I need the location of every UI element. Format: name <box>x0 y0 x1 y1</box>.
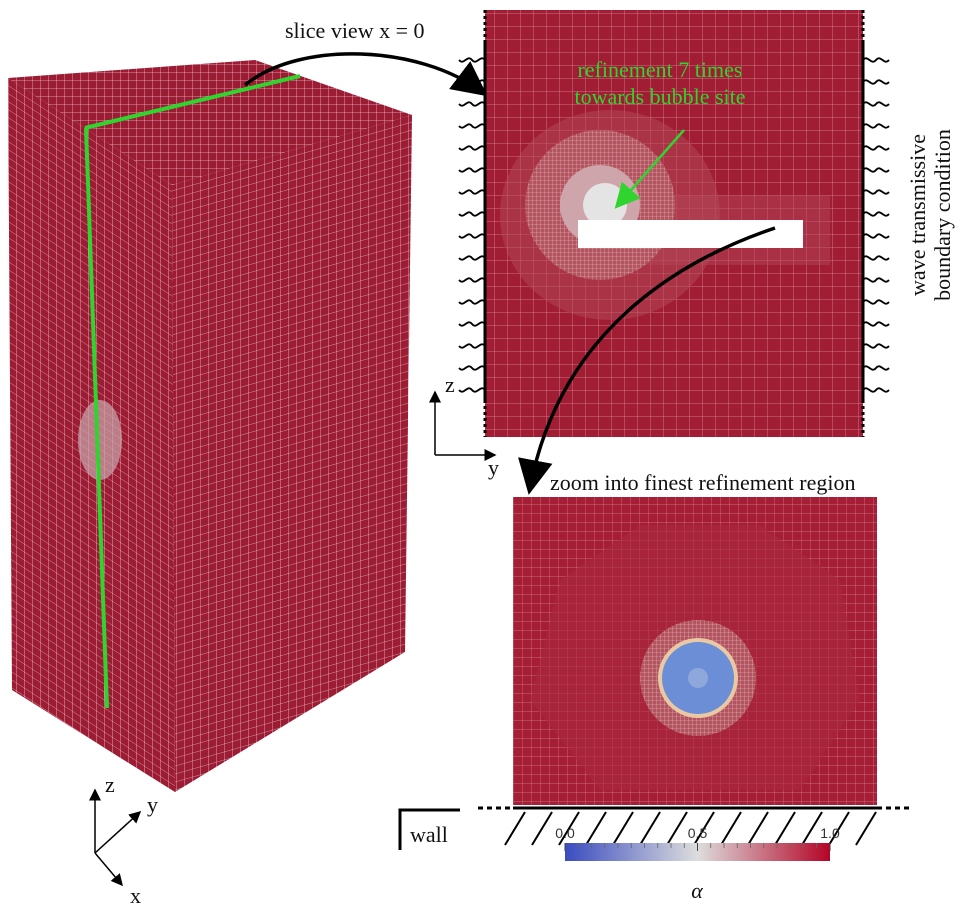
zoom-label: zoom into finest refinement region <box>550 470 855 495</box>
hatch-line <box>586 812 606 845</box>
wave <box>459 124 485 127</box>
wave <box>863 278 889 281</box>
wave <box>459 234 485 237</box>
wave <box>459 278 485 281</box>
hatch-line <box>613 812 633 845</box>
box-axes <box>95 790 140 885</box>
tick-label: 1.0 <box>820 825 840 841</box>
boundary-label: wave transmissive <box>905 134 930 296</box>
wave <box>459 366 485 369</box>
wave <box>459 102 485 105</box>
wall-label: wall <box>410 822 448 847</box>
hatch-line <box>802 812 822 845</box>
axis-label: z <box>105 772 115 797</box>
wave <box>863 234 889 237</box>
figure: slice view x = 0 refinement 7 times towa… <box>0 0 973 908</box>
wave <box>863 256 889 259</box>
wave <box>863 124 889 127</box>
wave <box>863 168 889 171</box>
hatch-line <box>856 812 876 845</box>
wave <box>459 344 485 347</box>
wave <box>863 388 889 391</box>
wave <box>459 190 485 193</box>
wave <box>863 344 889 347</box>
slice-label: slice view x = 0 <box>285 18 425 43</box>
zoom-panel <box>513 497 877 805</box>
wave <box>459 388 485 391</box>
hatch-line <box>532 812 552 845</box>
wave <box>459 322 485 325</box>
wave <box>863 146 889 149</box>
wave <box>459 168 485 171</box>
hatch-line <box>667 812 687 845</box>
colorbar-label: α <box>691 878 703 903</box>
hatch-line <box>775 812 795 845</box>
tick-label: 0.0 <box>555 825 575 841</box>
tick-label: 0.5 <box>688 825 708 841</box>
wave <box>863 102 889 105</box>
hatch-line <box>505 812 525 845</box>
mesh-box <box>8 60 412 792</box>
annotation: towards bubble site <box>574 84 745 109</box>
wave <box>459 146 485 149</box>
wave <box>863 212 889 215</box>
wave <box>863 322 889 325</box>
hatch-line <box>748 812 768 845</box>
wave <box>459 300 485 303</box>
boundary-label: boundary condition <box>930 129 955 301</box>
wave <box>863 80 889 83</box>
axis-label: z <box>445 372 455 397</box>
axis-label: y <box>488 455 499 480</box>
wave <box>863 366 889 369</box>
hatch-line <box>721 812 741 845</box>
axis-label: x <box>130 883 141 908</box>
wave <box>459 256 485 259</box>
wave <box>459 212 485 215</box>
axis-label: y <box>147 792 158 817</box>
hatch-line <box>640 812 660 845</box>
wave <box>863 190 889 193</box>
annotation: refinement 7 times <box>578 57 743 82</box>
wave <box>863 300 889 303</box>
wave <box>863 58 889 61</box>
wave <box>459 58 485 61</box>
